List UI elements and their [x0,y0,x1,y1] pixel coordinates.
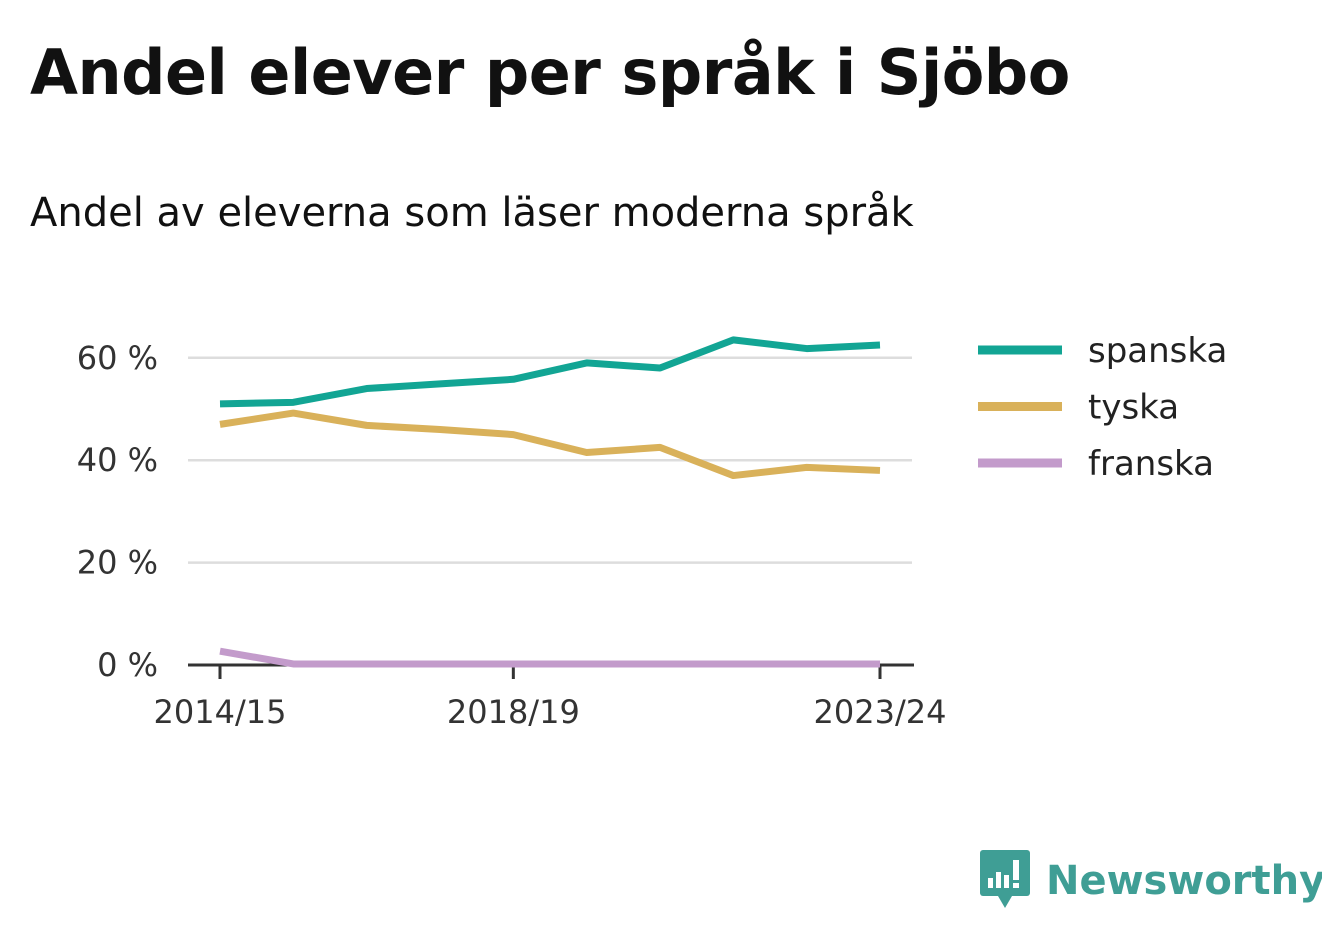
y-tick-label: 0 % [97,646,158,684]
gridlines [188,356,912,564]
legend: spanska tyska franska [978,331,1227,484]
series-lines [219,336,881,668]
y-tick-label: 40 % [77,441,158,479]
x-tick-label: 2014/15 [154,693,287,731]
chart-subtitle: Andel av eleverna som läser moderna språ… [30,190,914,236]
y-tick-label: 20 % [77,544,158,582]
y-tick-label: 60 % [77,339,158,377]
x-axis: 2014/15 2018/19 2023/24 [154,663,947,731]
legend-label-spanska: spanska [1088,331,1227,371]
brand-name: Newsworthy [1046,858,1322,904]
y-axis-ticks: 0 % 20 % 40 % 60 % [77,339,158,684]
newsworthy-chart-bubble-icon [980,850,1030,908]
brand-logo: Newsworthy [980,850,1322,912]
series-line-tyska [219,409,881,480]
chart-title: Andel elever per språk i Sjöbo [30,36,1070,109]
series-line-spanska [219,336,881,408]
x-tick-label: 2023/24 [814,693,947,731]
legend-label-tyska: tyska [1088,388,1179,428]
legend-label-franska: franska [1088,444,1214,484]
x-tick-label: 2018/19 [447,693,580,731]
series-line-franska [219,647,880,668]
